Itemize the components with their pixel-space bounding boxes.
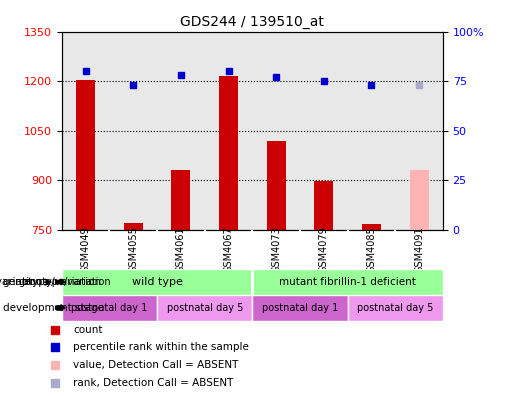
Text: count: count xyxy=(73,325,102,335)
Text: postnatal day 1: postnatal day 1 xyxy=(71,303,148,313)
Text: postnatal day 1: postnatal day 1 xyxy=(262,303,338,313)
Bar xyxy=(362,224,381,230)
Text: GSM4061: GSM4061 xyxy=(176,226,186,273)
Text: rank, Detection Call = ABSENT: rank, Detection Call = ABSENT xyxy=(73,378,233,388)
FancyBboxPatch shape xyxy=(348,295,443,321)
Bar xyxy=(124,223,143,230)
FancyBboxPatch shape xyxy=(252,295,348,321)
Text: GSM4091: GSM4091 xyxy=(414,226,424,273)
Text: postnatal day 5: postnatal day 5 xyxy=(357,303,434,313)
Bar xyxy=(219,76,238,230)
Bar xyxy=(267,141,286,230)
FancyBboxPatch shape xyxy=(62,295,157,321)
Text: development stage: development stage xyxy=(3,303,104,313)
FancyBboxPatch shape xyxy=(62,269,252,295)
Bar xyxy=(409,170,428,230)
Title: GDS244 / 139510_at: GDS244 / 139510_at xyxy=(180,15,324,29)
Text: wild type: wild type xyxy=(132,277,182,287)
Text: GSM4085: GSM4085 xyxy=(367,226,376,273)
Bar xyxy=(171,170,191,230)
Text: GSM4073: GSM4073 xyxy=(271,226,281,273)
FancyBboxPatch shape xyxy=(252,269,443,295)
Text: GSM4067: GSM4067 xyxy=(224,226,233,273)
Text: genotype/variation: genotype/variation xyxy=(18,277,111,287)
Text: value, Detection Call = ABSENT: value, Detection Call = ABSENT xyxy=(73,360,238,370)
FancyBboxPatch shape xyxy=(157,295,252,321)
Text: mutant fibrillin-1 deficient: mutant fibrillin-1 deficient xyxy=(279,277,416,287)
Bar xyxy=(76,80,95,230)
Bar xyxy=(314,181,333,230)
Text: GSM4079: GSM4079 xyxy=(319,226,329,273)
Text: GSM4049: GSM4049 xyxy=(81,226,91,273)
Text: percentile rank within the sample: percentile rank within the sample xyxy=(73,343,249,352)
Text: postnatal day 5: postnatal day 5 xyxy=(166,303,243,313)
Text: GSM4055: GSM4055 xyxy=(128,226,138,273)
Text: genotype/variation: genotype/variation xyxy=(0,277,43,287)
Text: genotype/variation: genotype/variation xyxy=(3,277,101,287)
